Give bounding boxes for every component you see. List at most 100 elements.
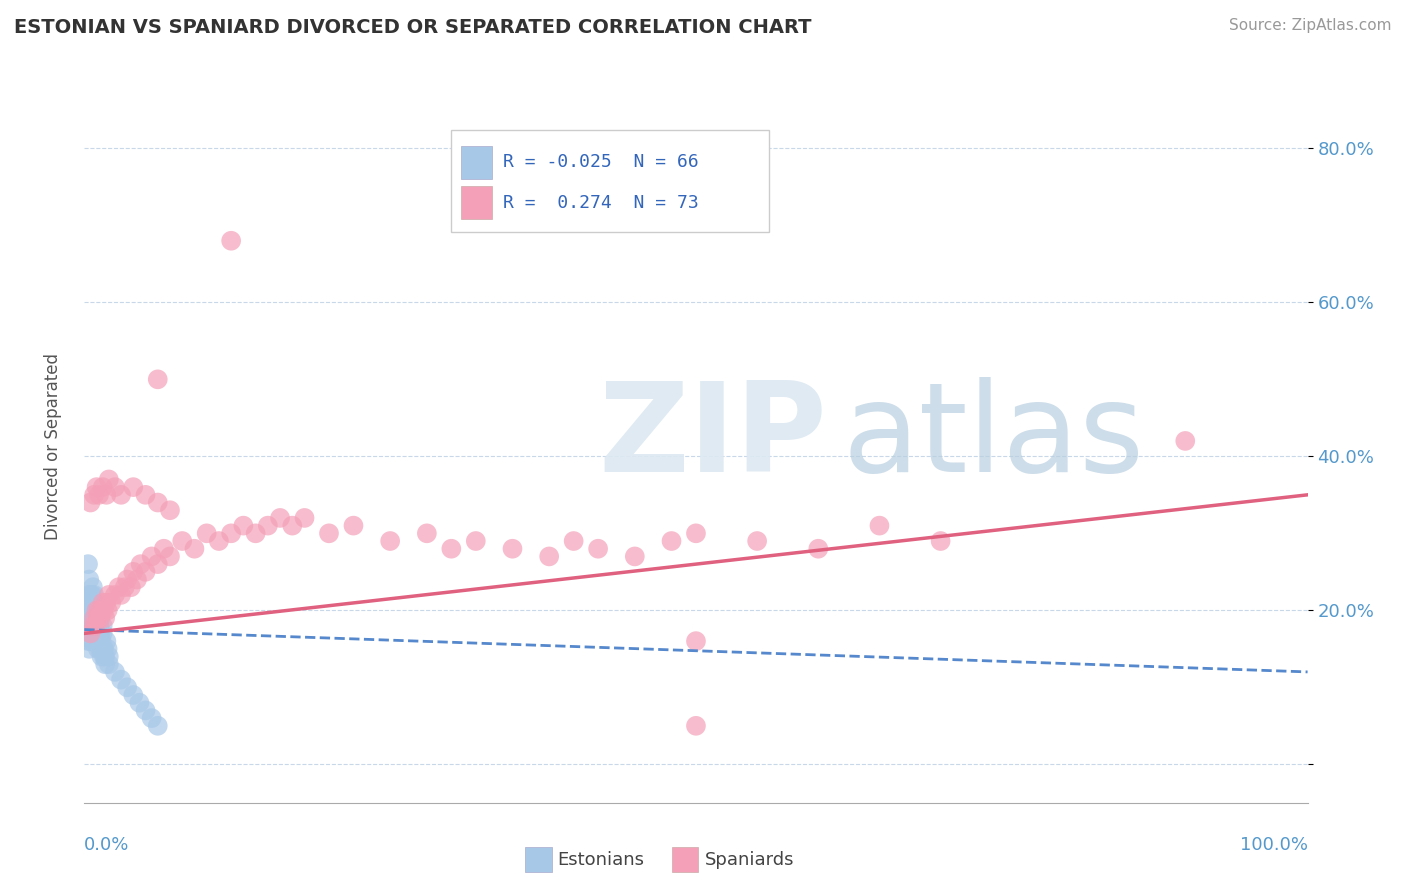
- Point: [86, 603, 108, 617]
- Point: [685, 526, 707, 541]
- Point: [115, 573, 138, 587]
- Point: [82, 580, 104, 594]
- Point: [100, 596, 122, 610]
- Point: [159, 503, 181, 517]
- Point: [257, 518, 280, 533]
- Text: 0.0%: 0.0%: [84, 836, 129, 854]
- Point: [219, 234, 242, 248]
- Point: [80, 596, 103, 610]
- Point: [79, 634, 101, 648]
- Point: [97, 641, 120, 656]
- Point: [79, 611, 101, 625]
- FancyBboxPatch shape: [451, 130, 769, 232]
- Point: [91, 618, 114, 632]
- Point: [208, 534, 231, 549]
- Text: ESTONIAN VS SPANIARD DIVORCED OR SEPARATED CORRELATION CHART: ESTONIAN VS SPANIARD DIVORCED OR SEPARAT…: [14, 18, 811, 37]
- Text: Estonians: Estonians: [558, 851, 645, 869]
- Point: [84, 611, 107, 625]
- Point: [77, 618, 100, 632]
- Point: [685, 719, 707, 733]
- Point: [79, 611, 101, 625]
- Point: [586, 541, 609, 556]
- Point: [135, 703, 157, 717]
- Point: [685, 634, 707, 648]
- Point: [83, 588, 105, 602]
- Point: [89, 641, 111, 656]
- Point: [440, 541, 463, 556]
- Point: [110, 588, 132, 602]
- Point: [77, 596, 100, 610]
- FancyBboxPatch shape: [672, 847, 699, 872]
- Point: [91, 626, 114, 640]
- Point: [125, 573, 148, 587]
- Point: [77, 557, 100, 571]
- Text: atlas: atlas: [842, 376, 1144, 498]
- Point: [77, 573, 100, 587]
- Point: [76, 626, 98, 640]
- Point: [80, 588, 103, 602]
- Point: [141, 711, 163, 725]
- Point: [96, 596, 118, 610]
- FancyBboxPatch shape: [461, 146, 492, 179]
- Point: [87, 626, 110, 640]
- Point: [90, 649, 112, 664]
- Point: [79, 495, 101, 509]
- Point: [83, 611, 105, 625]
- Point: [219, 526, 242, 541]
- Point: [82, 618, 104, 632]
- Point: [869, 518, 891, 533]
- Point: [153, 541, 176, 556]
- Point: [79, 626, 101, 640]
- Point: [129, 557, 152, 571]
- Point: [104, 665, 127, 679]
- Point: [146, 719, 169, 733]
- Point: [89, 611, 111, 625]
- Text: 100.0%: 100.0%: [1240, 836, 1308, 854]
- Point: [195, 526, 218, 541]
- Point: [77, 634, 100, 648]
- Point: [97, 603, 120, 617]
- Point: [807, 541, 830, 556]
- Point: [245, 526, 267, 541]
- Text: Divorced or Separated: Divorced or Separated: [45, 352, 62, 540]
- Point: [91, 641, 114, 656]
- Point: [83, 488, 105, 502]
- Point: [122, 480, 145, 494]
- Point: [110, 673, 132, 687]
- Point: [86, 480, 108, 494]
- Point: [86, 626, 108, 640]
- Point: [87, 641, 110, 656]
- Point: [1174, 434, 1197, 448]
- Point: [107, 580, 129, 594]
- Point: [80, 618, 103, 632]
- Point: [76, 603, 98, 617]
- Point: [86, 618, 108, 632]
- Point: [96, 634, 118, 648]
- Point: [77, 588, 100, 602]
- Point: [110, 488, 132, 502]
- Point: [84, 634, 107, 648]
- Point: [90, 634, 112, 648]
- Point: [104, 588, 127, 602]
- Point: [83, 618, 105, 632]
- Point: [93, 649, 115, 664]
- Point: [83, 596, 105, 610]
- Point: [87, 611, 110, 625]
- Point: [281, 518, 304, 533]
- Point: [115, 681, 138, 695]
- Point: [172, 534, 194, 549]
- Point: [146, 557, 169, 571]
- Text: R =  0.274  N = 73: R = 0.274 N = 73: [503, 194, 699, 211]
- Point: [79, 603, 101, 617]
- Point: [624, 549, 647, 564]
- Point: [77, 611, 100, 625]
- Point: [90, 603, 112, 617]
- Point: [77, 641, 100, 656]
- FancyBboxPatch shape: [524, 847, 551, 872]
- Point: [80, 626, 103, 640]
- Point: [89, 626, 111, 640]
- Point: [84, 603, 107, 617]
- Point: [86, 603, 108, 617]
- Text: ZIP: ZIP: [598, 376, 827, 498]
- Point: [146, 372, 169, 386]
